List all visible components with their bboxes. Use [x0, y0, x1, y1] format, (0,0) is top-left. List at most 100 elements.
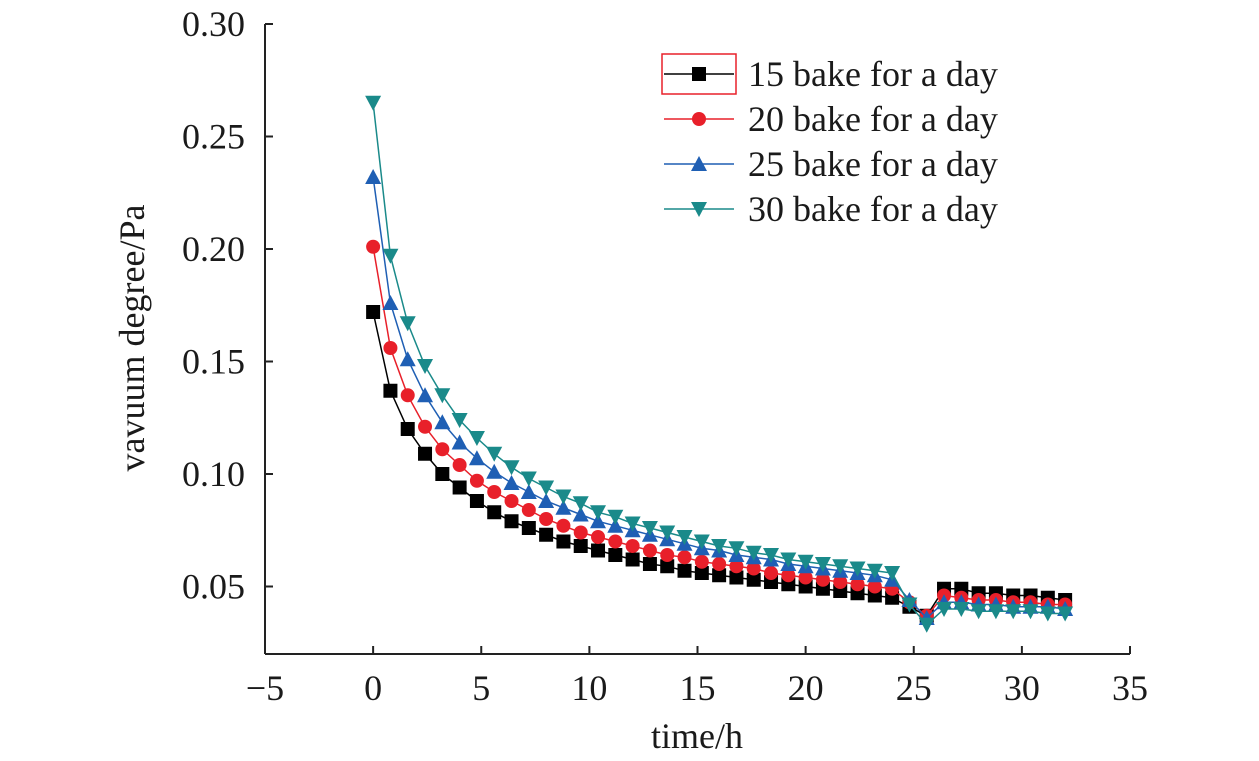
data-point: [538, 493, 555, 508]
data-point: [866, 563, 883, 579]
data-point: [538, 480, 555, 496]
data-point: [676, 530, 693, 545]
data-point: [503, 475, 520, 490]
data-point: [434, 414, 451, 430]
data-point: [556, 518, 571, 533]
data-point: [487, 485, 502, 499]
data-point: [469, 494, 484, 508]
data-point: [555, 499, 572, 515]
legend-marker: [692, 67, 706, 81]
data-point: [746, 572, 761, 587]
data-point: [677, 550, 692, 565]
data-point: [520, 471, 537, 487]
legend-label: 20 bake for a day: [748, 99, 998, 139]
data-point: [591, 543, 606, 558]
data-point: [399, 316, 416, 332]
x-tick-label: 25: [896, 668, 932, 708]
data-point: [797, 554, 814, 570]
legend-highlight-box: [661, 53, 737, 95]
legend-item: 25 bake for a day: [664, 144, 998, 184]
legend-label: 30 bake for a day: [748, 189, 998, 229]
series-4: [365, 95, 1074, 633]
data-point: [469, 473, 484, 488]
data-point: [849, 561, 866, 577]
y-axis-title: vavuum degree/Pa: [112, 205, 152, 472]
data-point: [1022, 604, 1039, 620]
data-point: [366, 239, 381, 254]
data-point: [729, 570, 744, 585]
series-layer: [365, 95, 1074, 633]
data-point: [712, 568, 727, 583]
data-point: [539, 527, 554, 542]
y-tick-label: 0.05: [182, 567, 245, 607]
data-point: [728, 541, 745, 557]
data-point: [1005, 604, 1022, 620]
data-point: [764, 566, 779, 580]
series-3: [365, 169, 1074, 625]
data-point: [418, 446, 433, 461]
x-tick-label: 30: [1004, 668, 1040, 708]
x-axis-title: time/h: [651, 716, 743, 756]
data-point: [677, 563, 692, 578]
legend-label: 15 bake for a day: [748, 54, 998, 94]
data-point: [746, 561, 761, 576]
data-point: [555, 489, 572, 505]
data-point: [486, 463, 503, 479]
data-point: [556, 534, 571, 549]
data-point: [607, 509, 624, 525]
data-point: [798, 570, 813, 585]
data-point: [780, 552, 797, 568]
data-point: [399, 351, 416, 367]
data-point: [468, 431, 485, 446]
data-point: [521, 521, 536, 535]
x-tick-label: 20: [788, 668, 824, 708]
data-point: [607, 517, 624, 533]
data-point: [591, 530, 606, 544]
data-point: [712, 557, 727, 571]
data-point: [833, 575, 848, 589]
data-point: [382, 295, 399, 310]
x-tick-label: 0: [364, 668, 382, 708]
data-point: [572, 496, 589, 512]
data-point: [504, 514, 519, 529]
data-point: [504, 494, 519, 508]
x-tick-label: 15: [680, 668, 716, 708]
x-tick-label: 5: [472, 668, 490, 708]
data-point: [763, 548, 780, 563]
data-point: [434, 388, 451, 404]
x-tick-label: 10: [571, 668, 607, 708]
data-point: [850, 577, 865, 592]
x-tick-label: 35: [1112, 668, 1148, 708]
data-point: [867, 579, 882, 594]
legend-item: 30 bake for a day: [664, 189, 998, 229]
data-point: [400, 422, 415, 436]
data-point: [660, 548, 675, 562]
data-point: [400, 388, 415, 403]
data-point: [486, 446, 503, 462]
legend-label: 25 bake for a day: [748, 144, 998, 184]
data-point: [435, 442, 450, 457]
data-point: [625, 552, 640, 567]
ticks: −5 0 5 10 15 20 25 30 35 0.05 0.10 0.15 0.20 0.25 0.30: [182, 4, 1148, 708]
data-point: [745, 545, 762, 561]
data-point: [1039, 606, 1056, 622]
data-point: [382, 248, 399, 264]
data-point: [901, 597, 918, 613]
data-point: [573, 539, 588, 553]
data-point: [625, 539, 640, 553]
data-point: [365, 95, 382, 111]
data-point: [781, 568, 796, 583]
data-point: [884, 566, 901, 581]
data-point: [832, 559, 849, 575]
data-point: [417, 359, 434, 374]
data-point: [641, 521, 658, 536]
data-point: [711, 539, 728, 554]
data-point: [936, 602, 953, 617]
legend-marker: [692, 112, 706, 126]
data-point: [659, 525, 676, 541]
data-point: [452, 480, 467, 495]
data-point: [814, 557, 831, 572]
data-point: [366, 305, 381, 319]
data-point: [660, 559, 675, 574]
data-point: [590, 505, 607, 521]
